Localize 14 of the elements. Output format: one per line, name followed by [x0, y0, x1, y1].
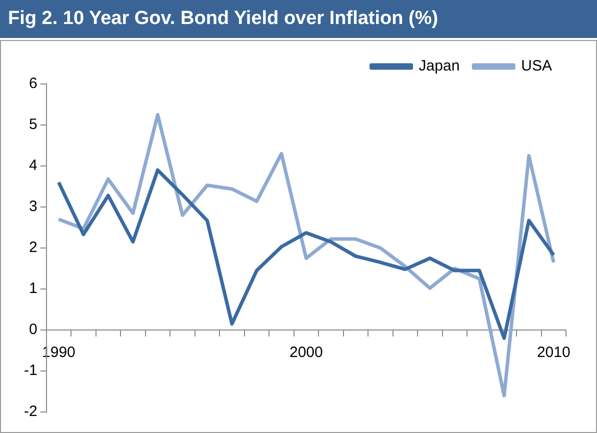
legend-label: Japan — [418, 58, 460, 75]
y-tick-label: 5 — [28, 116, 38, 134]
legend-label: USA — [521, 58, 552, 75]
x-tick-label: 2000 — [289, 344, 323, 362]
y-tick-label: 2 — [28, 239, 38, 256]
y-tick-label: 6 — [28, 75, 38, 92]
y-tick-label: 1 — [28, 280, 38, 298]
y-tick-label: -1 — [24, 362, 38, 380]
x-tick-label: 2010 — [536, 344, 570, 362]
y-tick-label: 4 — [28, 157, 38, 174]
y-tick-label: 0 — [28, 321, 38, 338]
y-tick-label: 3 — [28, 198, 38, 216]
y-tick-label: -2 — [24, 403, 38, 420]
chart-title: Fig 2. 10 Year Gov. Bond Yield over Inflation (%) — [0, 0, 597, 38]
